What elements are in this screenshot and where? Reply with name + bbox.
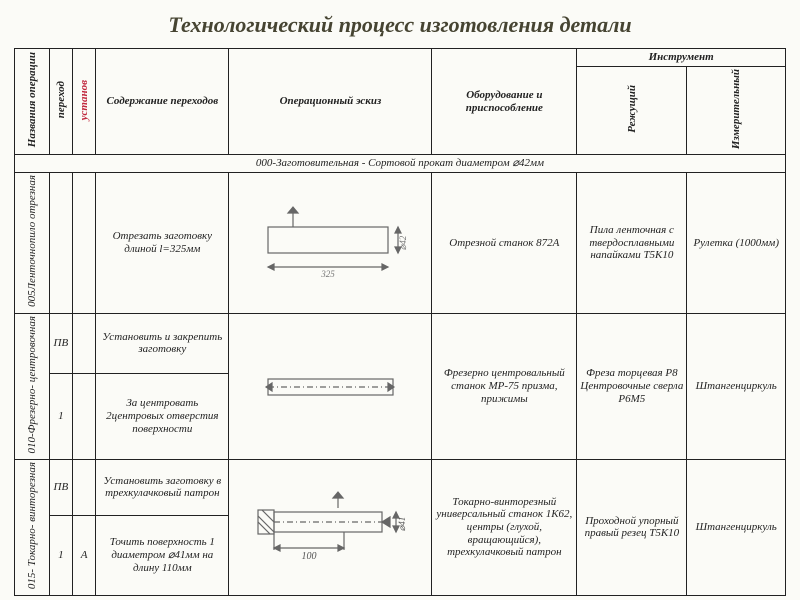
op010-cutting: Фреза торцевая Р8 Центровочные сверла Р6… [577, 313, 687, 459]
op010-sketch [229, 313, 432, 459]
col-measuring: Измерительный [730, 69, 743, 149]
col-operation: Названия операции [26, 52, 39, 147]
col-instrument: Инструмент [577, 49, 786, 67]
op015-pv: ПВ [49, 459, 72, 515]
op015-c1: Установить заготовку в трехкулачковый па… [96, 459, 229, 515]
col-content: Содержание переходов [96, 49, 229, 155]
op010-n1: 1 [49, 374, 72, 460]
op015-A: А [72, 515, 95, 595]
op015-cutting: Проходной упорный правый резец Т5К10 [577, 459, 687, 595]
op015-measuring: Штангенциркуль [687, 459, 786, 595]
op010-c2: За центровать 2центровых отверстия повер… [96, 374, 229, 460]
dim-015-len: 100 [301, 551, 316, 562]
op015-sketch: 100 ⌀41 [229, 459, 432, 595]
row-000: 000-Заготовительная - Сортовой прокат ди… [15, 155, 786, 173]
row-005: 005Ленточнопило отрезная Отрезать загото… [15, 173, 786, 314]
process-table: Названия операции переход установ Содерж… [14, 48, 786, 596]
col-perehod: переход [55, 81, 68, 118]
row-010a: 010-Фрезерно- центровочная ПВ Установить… [15, 313, 786, 373]
dim-005-dia: ⌀42 [398, 235, 408, 250]
col-cutting: Режущий [626, 85, 639, 133]
col-sketch: Операционный эскиз [229, 49, 432, 155]
dim-005-len: 325 [320, 269, 335, 279]
op010-measuring: Штангенциркуль [687, 313, 786, 459]
op015-c2: Точить поверхность 1 диаметром ⌀41мм на … [96, 515, 229, 595]
op010-pv: ПВ [49, 313, 72, 373]
row-000-text: 000-Заготовительная - Сортовой прокат ди… [15, 155, 786, 173]
row-015a: 015- Токарно- винторезная ПВ Установить … [15, 459, 786, 515]
op010-name: 010-Фрезерно- центровочная [26, 316, 39, 454]
col-ustanov: установ [78, 80, 91, 120]
op005-sketch: 325 ⌀42 [229, 173, 432, 314]
header-row-1: Названия операции переход установ Содерж… [15, 49, 786, 67]
op005-name: 005Ленточнопило отрезная [26, 175, 39, 307]
op015-n1: 1 [49, 515, 72, 595]
op005-equip: Отрезной станок 872А [432, 173, 577, 314]
op010-equip: Фрезерно центровальный станок МР-75 приз… [432, 313, 577, 459]
op005-content: Отрезать заготовку длиной l=325мм [96, 173, 229, 314]
op005-cutting: Пила ленточная с твердосплавными напайка… [577, 173, 687, 314]
dim-015-dia: ⌀41 [397, 517, 407, 531]
col-equip: Оборудование и приспособление [432, 49, 577, 155]
op005-measuring: Рулетка (1000мм) [687, 173, 786, 314]
op015-equip: Токарно-винторезный универсальный станок… [432, 459, 577, 595]
page-title: Технологический процесс изготовления дет… [14, 12, 786, 38]
op015-name: 015- Токарно- винторезная [26, 462, 39, 589]
op010-c1: Установить и закрепить заготовку [96, 313, 229, 373]
